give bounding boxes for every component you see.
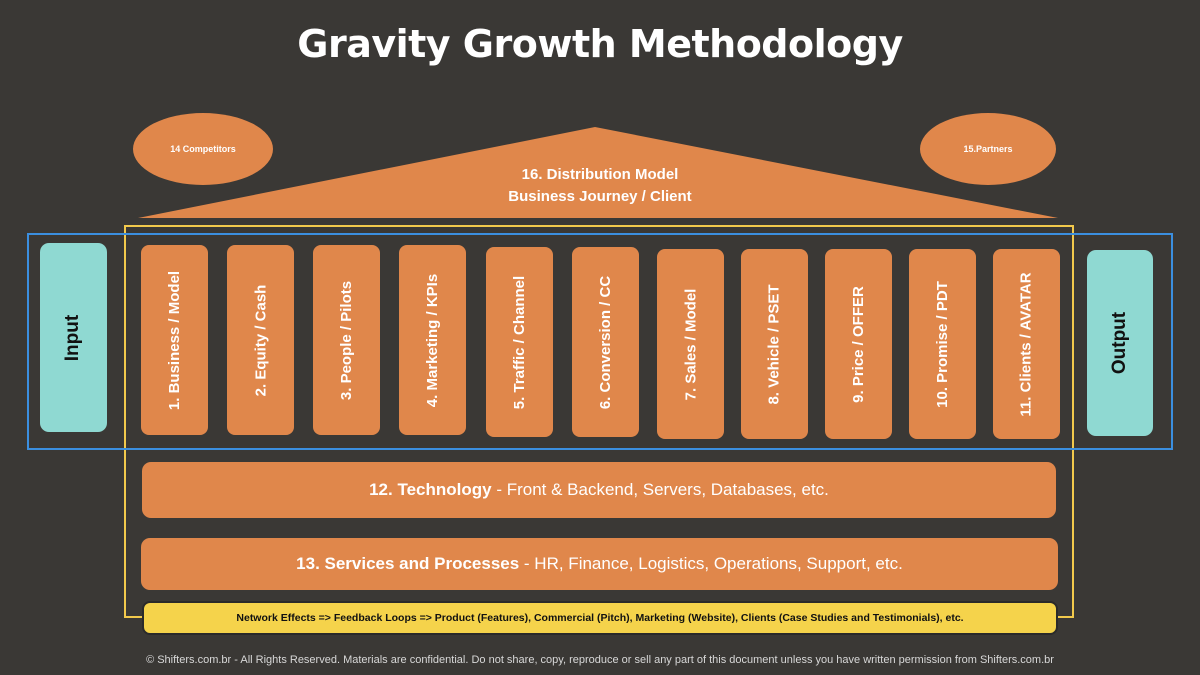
technology-bar: 12. Technology - Front & Backend, Server… <box>142 462 1056 518</box>
pillar-label: 11. Clients / AVATAR <box>1018 271 1036 417</box>
services-title: 13. Services and Processes <box>296 554 520 573</box>
services-description: - HR, Finance, Logistics, Operations, Su… <box>519 554 903 573</box>
pillar-marketing-kpis: 4. Marketing / KPIs <box>399 245 466 435</box>
input-label: Input <box>62 314 84 361</box>
network-effects-bar: Network Effects => Feedback Loops => Pro… <box>142 601 1058 635</box>
pillar-label: 8. Vehicle / PSET <box>766 283 783 405</box>
technology-title: 12. Technology <box>369 480 492 499</box>
pillar-business-model: 1. Business / Model <box>141 245 208 435</box>
pillar-clients-avatar: 11. Clients / AVATAR <box>993 249 1060 439</box>
pillar-label: 5. Traffic / Channel <box>511 275 528 409</box>
network-effects-text: Network Effects => Feedback Loops => Pro… <box>236 612 964 624</box>
pillar-label: 3. People / Pilots <box>338 280 356 400</box>
technology-description: - Front & Backend, Servers, Databases, e… <box>491 480 829 499</box>
distribution-model-subtitle: Business Journey / Client <box>508 188 692 205</box>
distribution-model-title: 16. Distribution Model <box>521 166 679 183</box>
page-title: Gravity Growth Methodology <box>297 22 903 66</box>
pillar-promise-pdt: 10. Promise / PDT <box>909 249 976 439</box>
partners-ellipse: 15.Partners <box>920 113 1056 185</box>
partners-label: 15.Partners <box>963 144 1013 154</box>
pillar-label: 9. Price / OFFER <box>850 285 867 403</box>
pillar-label: 4. Marketing / KPIs <box>424 273 441 407</box>
distribution-model-text: 16. Distribution Model Business Journey … <box>300 164 900 208</box>
pillar-label: 2. Equity / Cash <box>252 284 270 396</box>
pillar-label: 6. Conversion / CC <box>597 275 615 409</box>
services-bar: 13. Services and Processes - HR, Finance… <box>141 538 1058 590</box>
pillar-traffic-channel: 5. Traffic / Channel <box>486 247 553 437</box>
pillar-label: 1. Business / Model <box>166 270 183 410</box>
pillar-equity-cash: 2. Equity / Cash <box>227 245 294 435</box>
pillar-conversion-cc: 6. Conversion / CC <box>572 247 639 437</box>
output-label: Output <box>1108 311 1130 375</box>
pillar-label: 10. Promise / PDT <box>934 280 951 408</box>
pillar-people-pilots: 3. People / Pilots <box>313 245 380 435</box>
copyright-footer: © Shifters.com.br - All Rights Reserved.… <box>146 654 1054 666</box>
pillar-vehicle-pset: 8. Vehicle / PSET <box>741 249 808 439</box>
pillar-label: 7. Sales / Model <box>682 288 699 400</box>
pillar-sales-model: 7. Sales / Model <box>657 249 724 439</box>
competitors-label: 14 Competitors <box>170 144 236 154</box>
output-box: Output <box>1087 250 1153 436</box>
pillar-price-offer: 9. Price / OFFER <box>825 249 892 439</box>
blue-frame <box>27 233 1173 450</box>
roof-triangle <box>138 127 1058 218</box>
competitors-ellipse: 14 Competitors <box>133 113 273 185</box>
input-box: Input <box>40 243 107 432</box>
